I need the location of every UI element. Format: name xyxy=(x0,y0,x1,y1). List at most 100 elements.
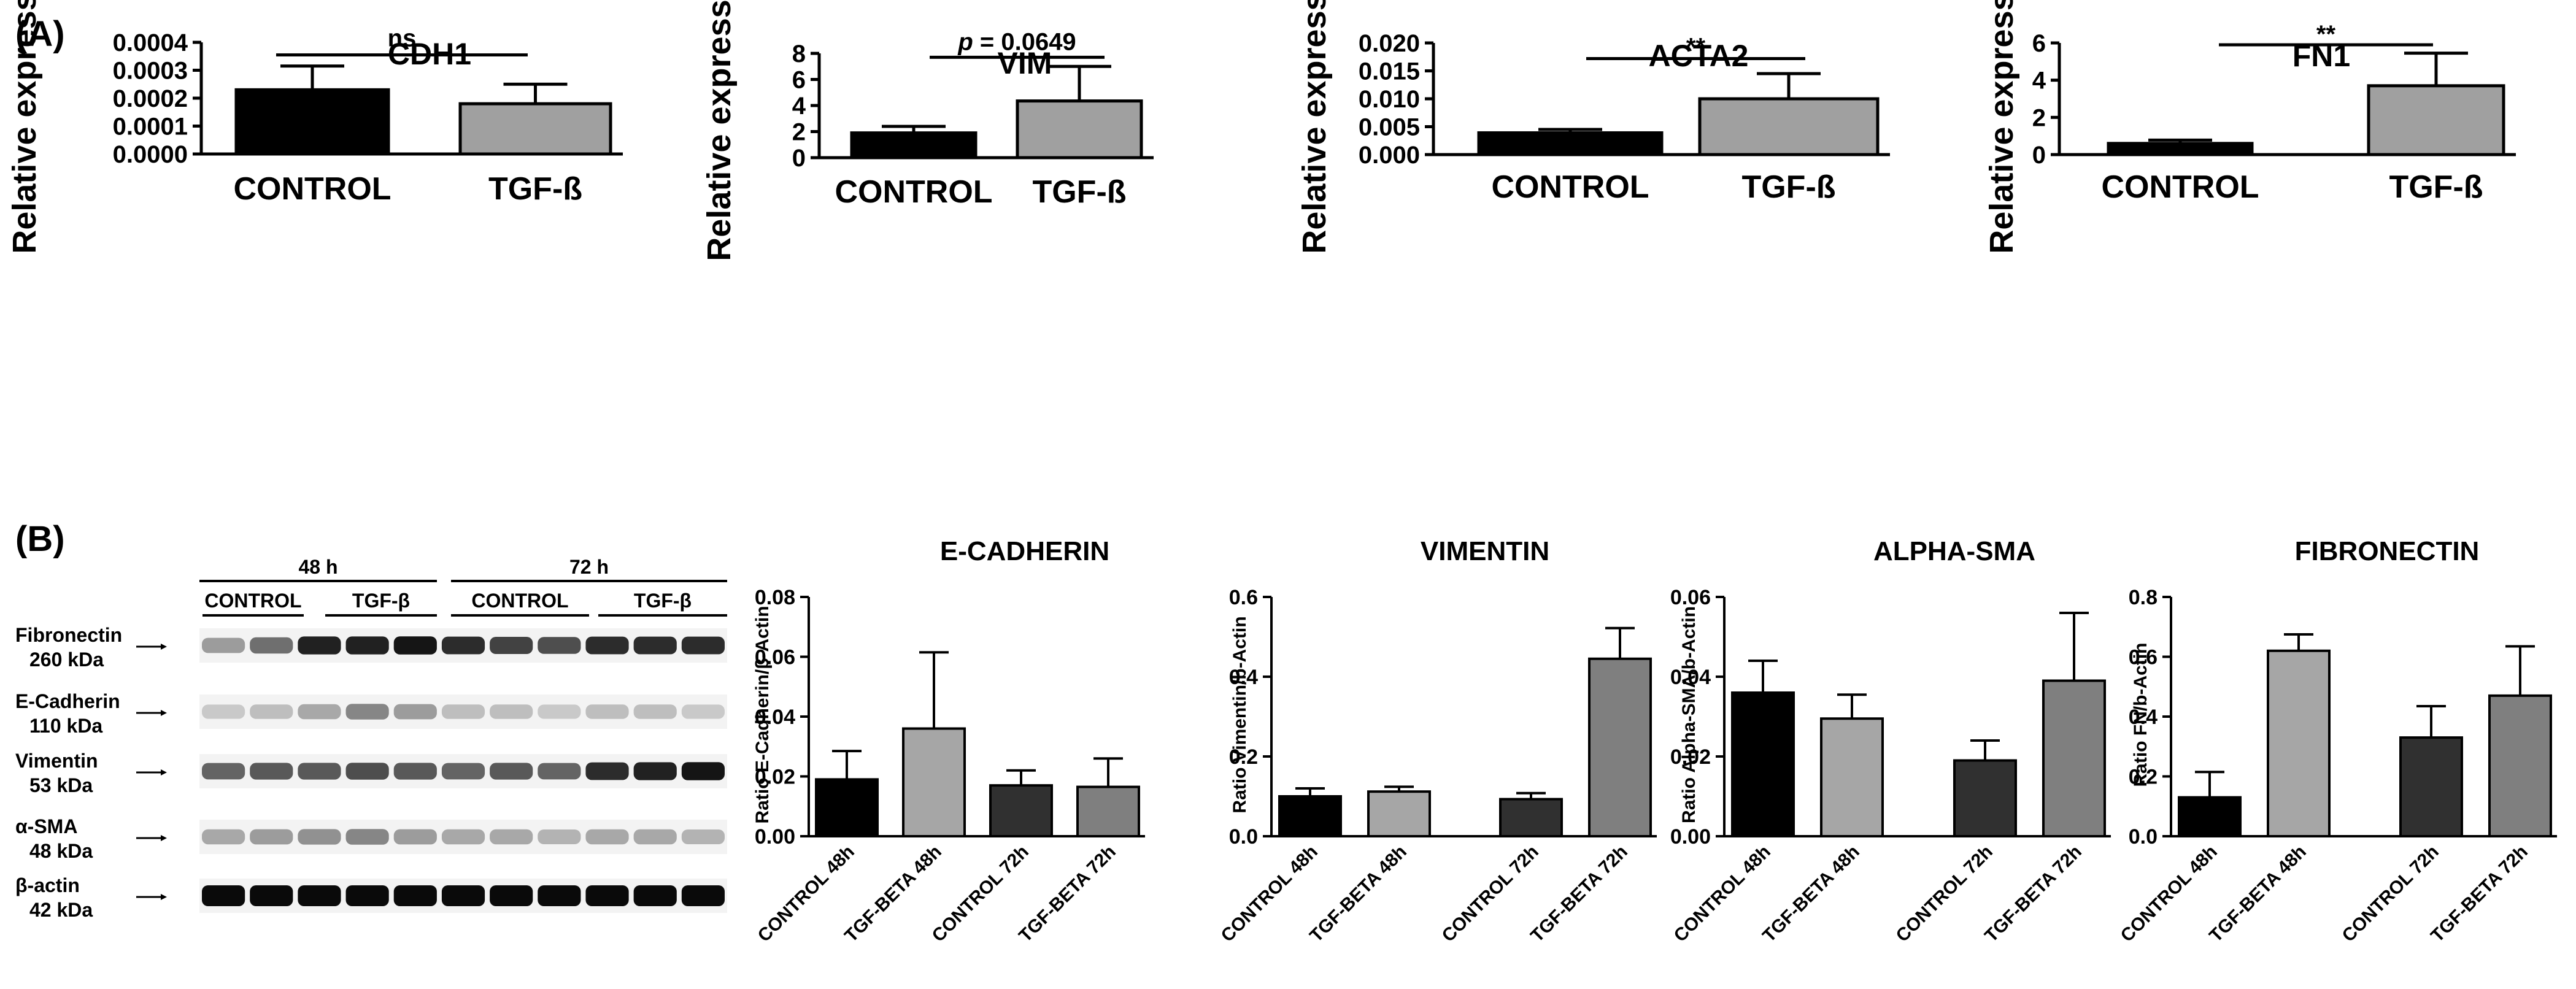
category-label: CONTROL 48h xyxy=(1217,842,1322,946)
y-tick-label: 4 xyxy=(2032,67,2046,94)
y-tick-label: 0.010 xyxy=(1359,86,1420,113)
protein-kda: 42 kDa xyxy=(29,899,93,921)
band xyxy=(585,829,629,845)
band xyxy=(393,704,437,720)
y-tick-label: 0.08 xyxy=(755,586,795,609)
y-tick-label: 0.06 xyxy=(755,645,795,669)
arrow-head xyxy=(161,894,167,900)
significance-label: ns xyxy=(388,25,417,52)
bar-1 xyxy=(902,727,966,837)
band xyxy=(298,636,341,655)
bar-3 xyxy=(1076,785,1140,837)
group-label: TGF-β xyxy=(634,590,692,612)
panel-label-a: (A) xyxy=(15,14,65,54)
band xyxy=(202,637,245,653)
chart-title: VIM xyxy=(998,46,1052,80)
band xyxy=(490,637,533,654)
band xyxy=(345,763,389,780)
chart-title: FIBRONECTIN xyxy=(2295,536,2480,566)
bar-3 xyxy=(1588,657,1652,837)
category-label: TGF-BETA 48h xyxy=(1306,842,1411,947)
band xyxy=(250,829,293,845)
category-label: CONTROL 72h xyxy=(1892,842,1997,946)
band xyxy=(202,829,245,845)
bar-1 xyxy=(2267,649,2331,837)
band xyxy=(538,704,581,719)
bar-1 xyxy=(1367,790,1431,837)
band xyxy=(393,885,437,906)
y-tick-label: 0.6 xyxy=(1229,586,1258,609)
group-label: CONTROL xyxy=(204,590,301,612)
band xyxy=(250,704,293,719)
bar-2 xyxy=(989,784,1053,837)
y-tick-label: 0.000 xyxy=(1359,142,1420,169)
y-tick-label: 0.0001 xyxy=(113,114,188,140)
bar-2 xyxy=(1499,798,1563,838)
band xyxy=(633,829,677,845)
y-tick-label: 0.04 xyxy=(755,706,795,729)
y-axis-label: Ratio Alpha-SMA/b-Actin xyxy=(1679,606,1699,823)
significance-label: p = 0.0649 xyxy=(957,28,1076,55)
group-label: TGF-β xyxy=(352,590,410,612)
y-tick-label: 2 xyxy=(792,119,806,146)
protein-kda: 110 kDa xyxy=(29,715,102,737)
y-axis-label: Ratio FN/b-Actin xyxy=(2131,643,2151,787)
category-label: TGF-BETA 72h xyxy=(2427,842,2532,947)
bar-0 xyxy=(815,778,879,837)
band xyxy=(585,885,629,906)
y-tick-label: 4 xyxy=(792,93,806,120)
arrow-head xyxy=(161,769,167,775)
y-tick-label: 6 xyxy=(2032,30,2046,57)
band xyxy=(202,704,245,719)
y-tick-label: 0.0004 xyxy=(113,29,188,56)
y-tick-label: 0.020 xyxy=(1359,30,1420,57)
y-tick-label: 0 xyxy=(2032,142,2046,169)
chart-fibronectin: FIBRONECTIN 0.0 0.2 0.4 0.6 0.8 Ratio FN/b-Act… xyxy=(2117,536,2557,946)
category-label: CONTROL 72h xyxy=(2339,842,2443,946)
protein-kda: 48 kDa xyxy=(29,840,93,862)
band xyxy=(633,885,677,906)
time-label: 72 h xyxy=(569,556,609,578)
protein-name: β-actin xyxy=(15,874,80,896)
y-tick-label: 0.06 xyxy=(1670,586,1711,609)
y-tick-label: 2 xyxy=(2032,104,2046,131)
bar-1 xyxy=(1820,717,1884,837)
y-tick-label: 0.4 xyxy=(1229,666,1258,689)
bar-2 xyxy=(1953,759,2017,837)
bar-1 xyxy=(1016,99,1143,160)
group-label: CONTROL xyxy=(471,590,568,612)
y-tick-label: 8 xyxy=(792,40,806,67)
band xyxy=(250,763,293,780)
y-tick-label: 0.00 xyxy=(1670,825,1711,849)
band xyxy=(250,637,293,654)
category-label: TGF-BETA 72h xyxy=(1981,842,2086,947)
category-label: TGF-BETA 48h xyxy=(2205,842,2310,947)
bar-1 xyxy=(1698,97,1880,156)
band xyxy=(538,885,581,906)
y-tick-label: 0.0 xyxy=(1229,825,1258,849)
category-label: CONTROL xyxy=(835,174,992,210)
y-tick-label: 0.0002 xyxy=(113,85,188,112)
y-tick-label: 0.6 xyxy=(2129,645,2158,669)
bar-1 xyxy=(2367,84,2505,156)
band xyxy=(681,762,725,780)
category-label: CONTROL 72h xyxy=(1438,842,1543,946)
y-tick-label: 0.00 xyxy=(755,825,795,849)
bar-0 xyxy=(1278,795,1342,837)
band xyxy=(585,636,629,655)
bar-0 xyxy=(2107,142,2254,156)
protein-kda: 53 kDa xyxy=(29,774,93,796)
y-tick-label: 0.02 xyxy=(755,765,795,788)
protein-name: E-Cadherin xyxy=(15,690,120,712)
significance-label: ** xyxy=(1686,33,1706,60)
bar-0 xyxy=(1731,691,1795,837)
band xyxy=(490,885,533,906)
band xyxy=(681,885,725,906)
bar-3 xyxy=(2042,679,2106,837)
category-label: TGF-ß xyxy=(2389,169,2483,205)
